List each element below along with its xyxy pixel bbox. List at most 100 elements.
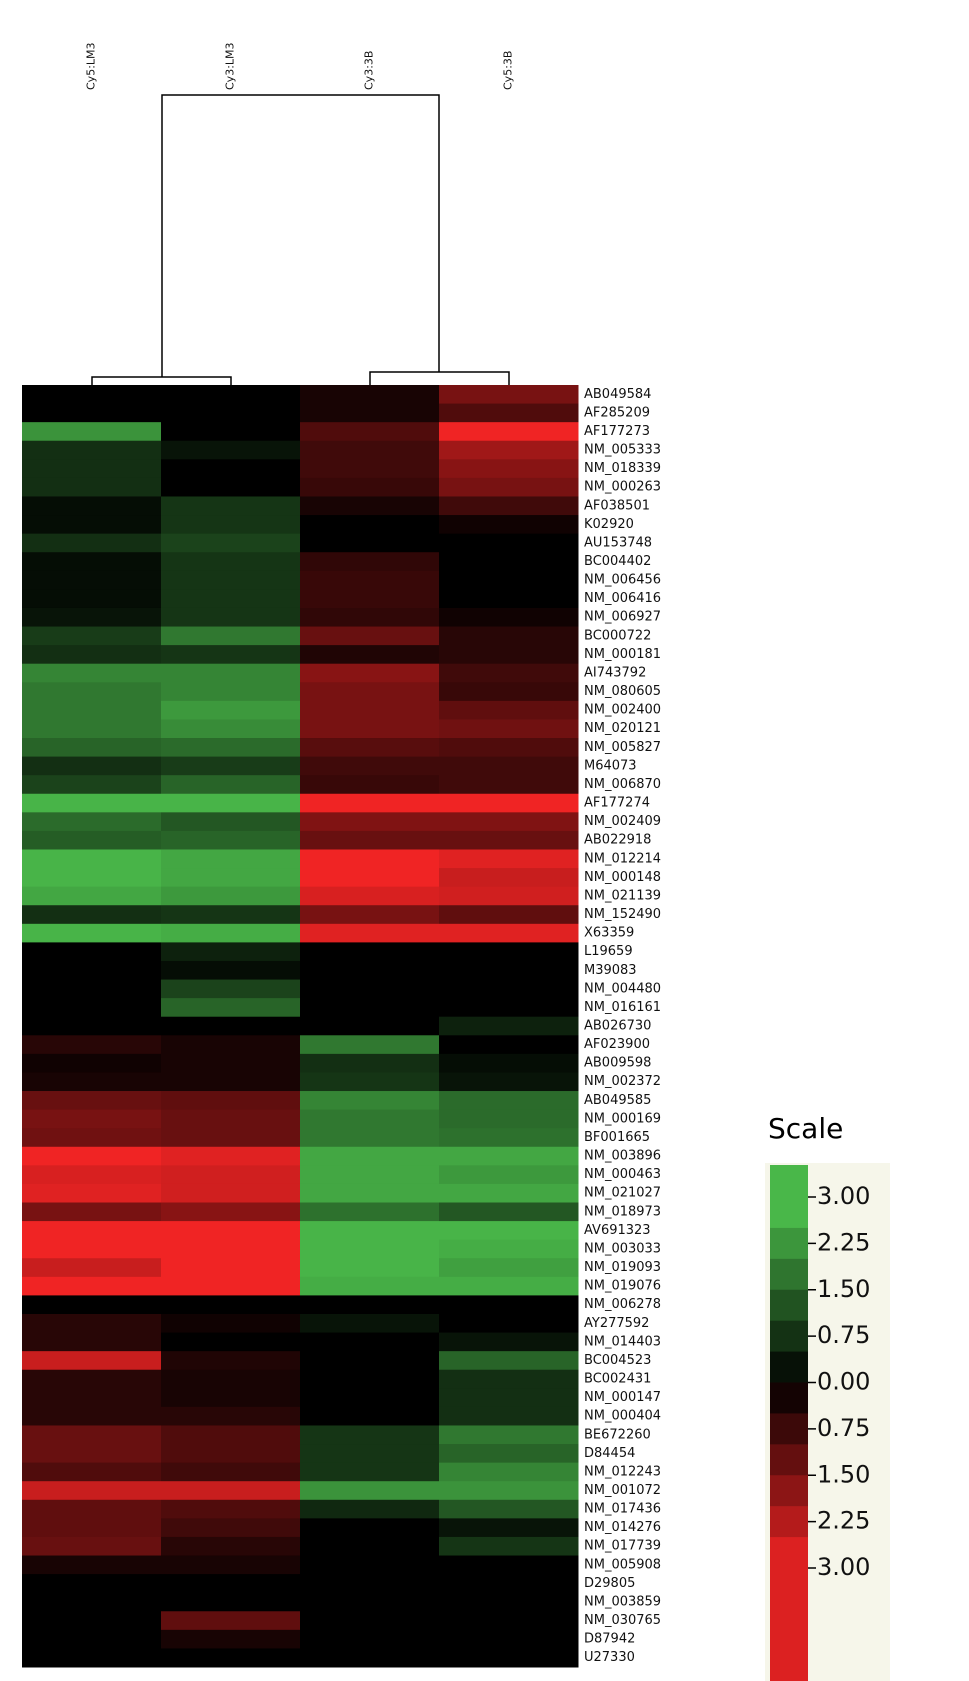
row-label: NM_006870 [584, 777, 661, 792]
colorbar-swatch [770, 1351, 808, 1383]
heatmap-cell [439, 1165, 579, 1185]
heatmap-cell [22, 1053, 162, 1073]
colorbar-swatch [770, 1227, 808, 1260]
heatmap-cell [439, 1332, 579, 1352]
heatmap-cell [22, 942, 162, 962]
heatmap-cell [300, 1276, 440, 1296]
heatmap-cell [439, 756, 579, 776]
heatmap-cell [439, 607, 579, 628]
dendrogram [91, 94, 510, 385]
heatmap-cell [161, 626, 301, 646]
row-label: NM_152490 [584, 907, 661, 922]
row-label: NM_019076 [584, 1279, 661, 1294]
row-label: M64073 [584, 758, 637, 773]
heatmap-cell [300, 1295, 440, 1315]
heatmap-cell [300, 812, 440, 832]
colorbar-tick-label: 1.50 [817, 1275, 870, 1303]
heatmap-cell [22, 905, 162, 925]
heatmap-cell [22, 1016, 162, 1036]
row-label: AB026730 [584, 1019, 651, 1034]
heatmap-cell [22, 1165, 162, 1185]
heatmap-cell [22, 477, 162, 497]
heatmap-cell [22, 1499, 162, 1519]
heatmap-cell [439, 1202, 579, 1222]
heatmap-cell [161, 905, 301, 925]
heatmap-cell [439, 1276, 579, 1296]
heatmap-cell [161, 868, 301, 888]
heatmap-cell [439, 1109, 579, 1129]
heatmap-cell [161, 923, 301, 943]
heatmap-cell [439, 830, 579, 850]
heatmap-cell [22, 923, 162, 943]
row-label: NM_018339 [584, 461, 661, 476]
heatmap-cell [161, 496, 301, 516]
heatmap-cell [161, 1592, 301, 1612]
heatmap-cell [161, 1109, 301, 1129]
heatmap-cell [22, 849, 162, 869]
heatmap-cell [300, 1016, 440, 1036]
heatmap-cell [300, 905, 440, 925]
row-label: NM_002372 [584, 1074, 661, 1089]
heatmap-cell [161, 533, 301, 553]
row-label: NM_000181 [584, 647, 661, 662]
heatmap-cell [22, 663, 162, 683]
heatmap-cell [161, 1295, 301, 1315]
heatmap-cell [22, 403, 162, 423]
heatmap-cell [439, 1221, 579, 1241]
heatmap-cell [300, 700, 440, 720]
heatmap-cell [22, 1648, 162, 1668]
dendrogram-branch [161, 94, 440, 377]
heatmap-cell [439, 719, 579, 739]
heatmap-cell [439, 886, 579, 906]
heatmap-cell [439, 1406, 579, 1426]
heatmap-cell [161, 589, 301, 609]
colorbar-tick-label: 3.00 [817, 1553, 870, 1581]
heatmap-cell [22, 738, 162, 758]
heatmap-cell [161, 1016, 301, 1036]
heatmap-cell [22, 979, 162, 999]
heatmap-cell [22, 1536, 162, 1557]
heatmap-cell [300, 830, 440, 850]
heatmap-cell [161, 1146, 301, 1166]
heatmap-cell [22, 1518, 162, 1538]
heatmap-cell [300, 1406, 440, 1426]
heatmap-cell [439, 1648, 579, 1668]
heatmap-cell [439, 1146, 579, 1166]
row-label: BE672260 [584, 1427, 651, 1442]
heatmap-cell [161, 812, 301, 832]
heatmap-cell [22, 1406, 162, 1426]
dendrogram-branch [369, 371, 510, 385]
heatmap-cell [439, 1555, 579, 1575]
heatmap-cell [161, 1202, 301, 1222]
row-label: NM_014276 [584, 1520, 661, 1535]
heatmap-cell [22, 1369, 162, 1389]
heatmap-cell [300, 1035, 440, 1055]
heatmap-cell [439, 812, 579, 832]
heatmap-cell [22, 1239, 162, 1259]
heatmap-cell [439, 1351, 579, 1371]
row-label: AB049585 [584, 1093, 651, 1108]
heatmap-cell [22, 459, 162, 479]
heatmap-cell [22, 496, 162, 516]
heatmap-cell [161, 1053, 301, 1073]
heatmap-cell [439, 533, 579, 553]
heatmap-cell [300, 1555, 440, 1575]
heatmap-cell [300, 607, 440, 628]
row-label: AF023900 [584, 1037, 650, 1052]
heatmap-cell [439, 477, 579, 497]
heatmap-cell [439, 1536, 579, 1557]
heatmap-cell [300, 738, 440, 758]
row-label: BC004523 [584, 1353, 651, 1368]
heatmap-cell [161, 886, 301, 906]
heatmap-cell [22, 1146, 162, 1166]
heatmap-cell [22, 830, 162, 850]
heatmap-cell [22, 960, 162, 981]
heatmap-cell [300, 1369, 440, 1389]
row-label: NM_000147 [584, 1390, 661, 1405]
heatmap-cell [300, 459, 440, 479]
heatmap-cell [300, 775, 440, 795]
heatmap-cell [439, 1425, 579, 1445]
heatmap-cell [22, 1128, 162, 1148]
